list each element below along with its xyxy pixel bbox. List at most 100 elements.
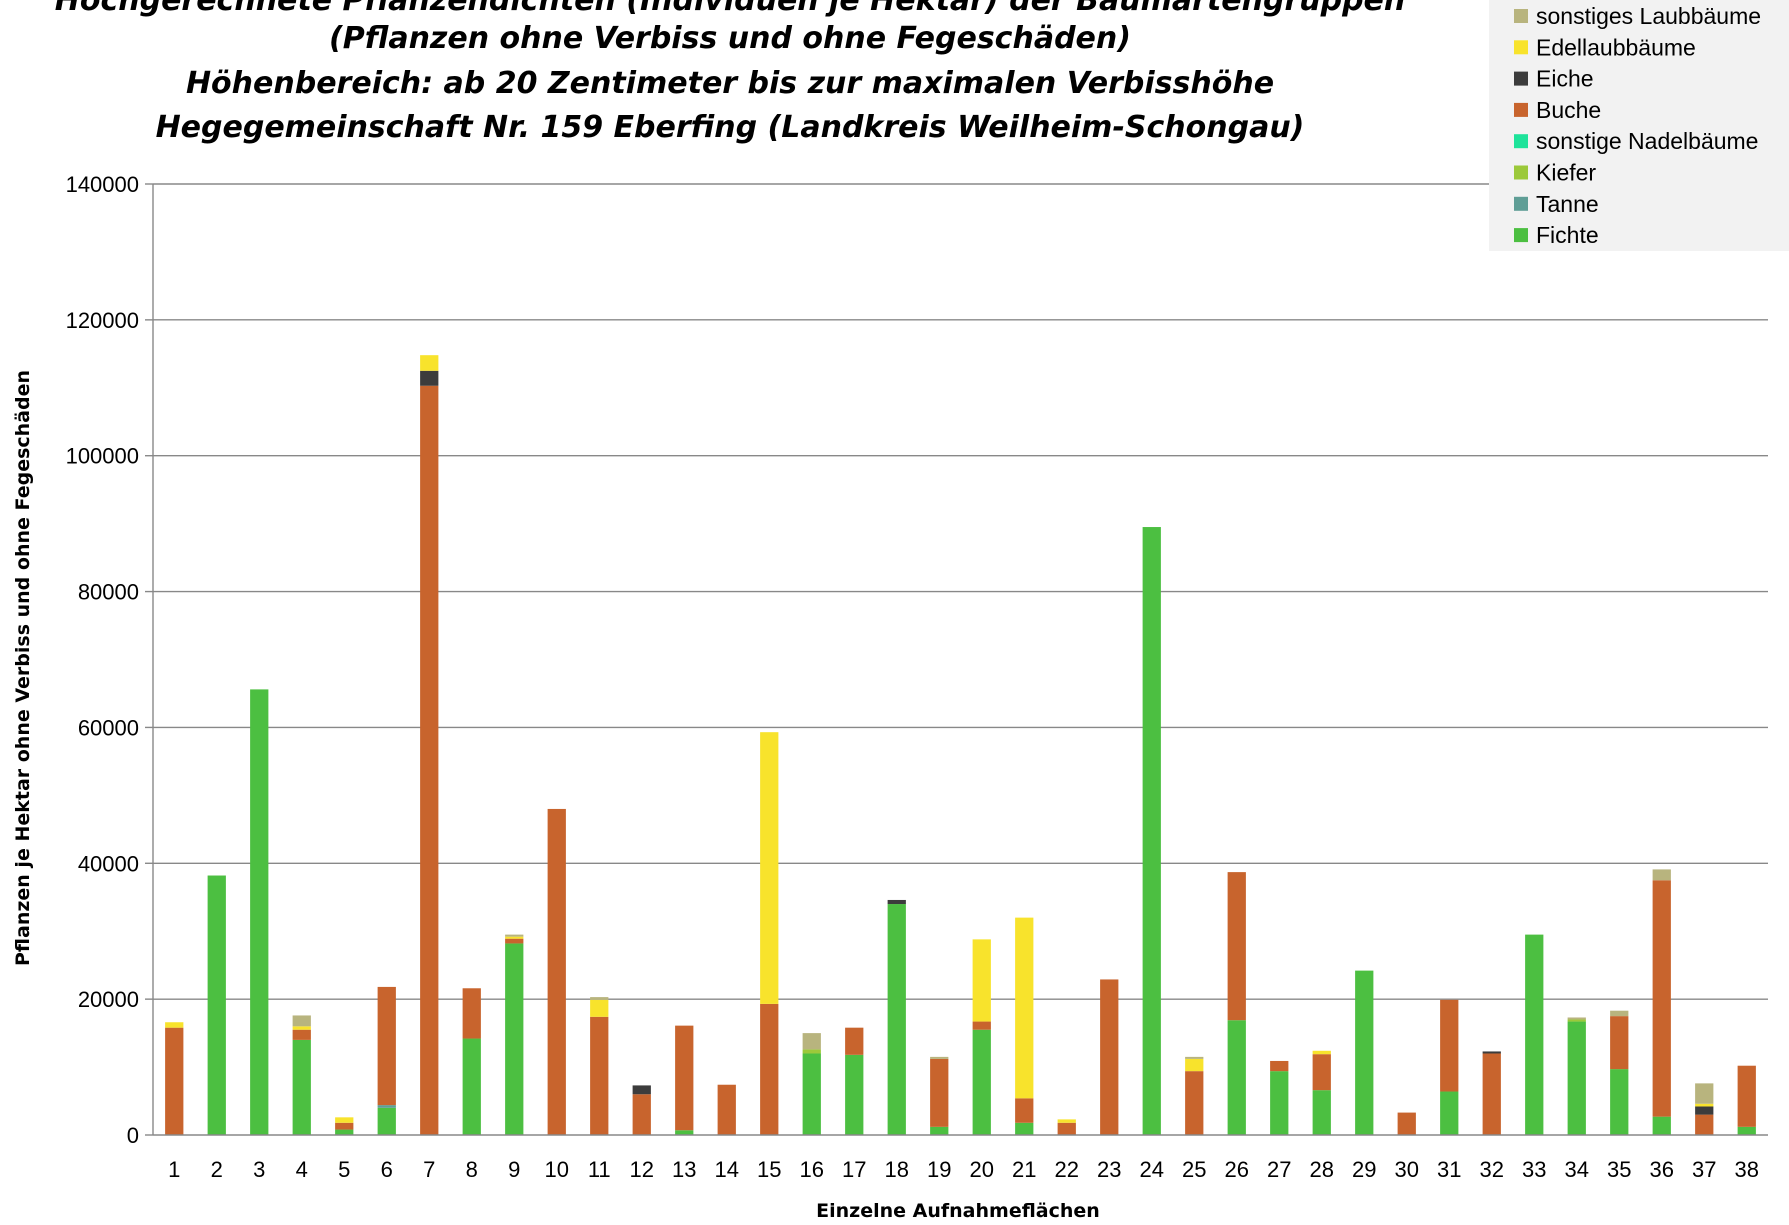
- bar-segment: [590, 997, 609, 1000]
- bar-segment: [377, 1107, 396, 1135]
- legend-label: Kiefer: [1536, 160, 1596, 186]
- bar-segment: [250, 689, 269, 1135]
- bar-segment: [1610, 1069, 1629, 1135]
- x-tick-label: 30: [1395, 1157, 1419, 1182]
- legend-swatch: [1514, 102, 1528, 117]
- bar-segment: [335, 1117, 354, 1123]
- x-tick-label: 10: [545, 1157, 569, 1182]
- x-tick-label: 14: [715, 1157, 739, 1182]
- bar-segment: [292, 1026, 311, 1030]
- x-tick-label: 6: [381, 1157, 393, 1182]
- bar-segment: [632, 1094, 651, 1135]
- bar-segment: [1482, 1051, 1501, 1054]
- bar-segment: [377, 1105, 396, 1108]
- bar-segment: [1057, 1119, 1076, 1123]
- x-tick-label: 8: [466, 1157, 478, 1182]
- x-tick-label: 18: [885, 1157, 909, 1182]
- chart-title-line-3: Höhenbereich: ab 20 Zentimeter bis zur m…: [186, 66, 1274, 101]
- legend-label: Edellaubbäume: [1536, 34, 1696, 60]
- legend: sonstiges Laubbäume Edellaubbäume Eiche Buc…: [1489, 0, 1789, 251]
- x-tick-label: 28: [1310, 1157, 1334, 1182]
- x-tick-label: 7: [423, 1157, 435, 1182]
- bar-segment: [1525, 934, 1544, 1135]
- bar-segment: [802, 1033, 821, 1050]
- bar-segment: [590, 1016, 609, 1135]
- bar-segment: [887, 899, 906, 905]
- bar-segment: [1185, 1058, 1204, 1072]
- bar-segment: [1015, 1122, 1034, 1135]
- x-tick-label: 5: [338, 1157, 350, 1182]
- y-tick-label: 0: [127, 1123, 139, 1148]
- x-tick-label: 29: [1352, 1157, 1376, 1182]
- bar-segment: [675, 1130, 694, 1135]
- y-tick-label: 40000: [78, 851, 139, 876]
- bar-segment: [1652, 1116, 1671, 1135]
- bar-segment: [760, 1003, 779, 1135]
- x-tick-label: 15: [757, 1157, 781, 1182]
- x-tick-label: 1: [168, 1157, 180, 1182]
- x-tick-label: 4: [296, 1157, 308, 1182]
- x-tick-label: 36: [1650, 1157, 1674, 1182]
- bar-segment: [1567, 1019, 1586, 1022]
- chart-title-line-2: (Pflanzen ohne Verbiss und ohne Fegeschä…: [329, 21, 1131, 56]
- x-tick-label: 38: [1735, 1157, 1759, 1182]
- x-tick-label: 13: [672, 1157, 696, 1182]
- bar-segment: [1185, 1071, 1204, 1135]
- bar-segment: [760, 732, 779, 1004]
- bar-segment: [1610, 1010, 1629, 1017]
- bar-segment: [930, 1126, 949, 1135]
- x-tick-label: 26: [1225, 1157, 1249, 1182]
- legend-label: sonstiges Laubbäume: [1536, 3, 1761, 29]
- bar-segment: [845, 1027, 864, 1055]
- bar-segment: [1057, 1122, 1076, 1135]
- bar-segment: [590, 999, 609, 1017]
- x-tick-label: 25: [1182, 1157, 1206, 1182]
- bar-segment: [377, 986, 396, 1106]
- bar-segment: [1185, 1056, 1204, 1059]
- x-tick-label: 20: [970, 1157, 994, 1182]
- bar-segment: [717, 1084, 736, 1135]
- y-tick-label: 120000: [66, 308, 139, 333]
- y-tick-label: 100000: [66, 444, 139, 469]
- x-tick-label: 16: [800, 1157, 824, 1182]
- bar-segment: [505, 936, 524, 939]
- bar-segment: [1695, 1114, 1714, 1135]
- x-tick-label: 34: [1565, 1157, 1589, 1182]
- bar-segment: [292, 1015, 311, 1027]
- bar-segment: [930, 1058, 949, 1127]
- y-tick-label: 20000: [78, 987, 139, 1012]
- bar-segment: [1482, 1053, 1501, 1135]
- legend-swatch: [1514, 196, 1528, 211]
- x-axis-title: Einzelne Aufnahmeflächen: [816, 1200, 1100, 1222]
- x-tick-label: 31: [1437, 1157, 1461, 1182]
- bar-segment: [505, 938, 524, 944]
- bar-segment: [1695, 1103, 1714, 1107]
- bar-segment: [1567, 1017, 1586, 1020]
- bar-segment: [1015, 917, 1034, 1099]
- x-tick-label: 19: [927, 1157, 951, 1182]
- x-tick-label: 2: [211, 1157, 223, 1182]
- legend-swatch: [1514, 165, 1528, 180]
- bar-segment: [207, 875, 226, 1135]
- bar-segment: [335, 1129, 354, 1135]
- x-tick-label: 17: [842, 1157, 866, 1182]
- bar-segment: [1312, 1090, 1331, 1135]
- y-tick-label: 80000: [78, 580, 139, 605]
- x-tick-label: 3: [253, 1157, 265, 1182]
- bar-segment: [1695, 1083, 1714, 1104]
- bar-segment: [505, 934, 524, 937]
- legend-label: Buche: [1536, 97, 1601, 123]
- bar-segment: [335, 1122, 354, 1130]
- x-axis: 1 2 3 4 5 6 7 8 9 10 11 12 13 14 15 16 17 18 19 20 21 22 23 24 2…: [153, 1134, 1768, 1182]
- bar-segment: [462, 1038, 481, 1135]
- bar-segment: [1737, 1065, 1756, 1127]
- bar-segment: [420, 355, 439, 371]
- bar-segment: [462, 988, 481, 1039]
- legend-label: Fichte: [1536, 222, 1599, 248]
- x-tick-label: 11: [588, 1157, 611, 1182]
- bar-segment: [1270, 1071, 1289, 1135]
- bar-segment: [972, 1029, 991, 1135]
- bars: [165, 355, 1756, 1135]
- x-tick-label: 27: [1267, 1157, 1291, 1182]
